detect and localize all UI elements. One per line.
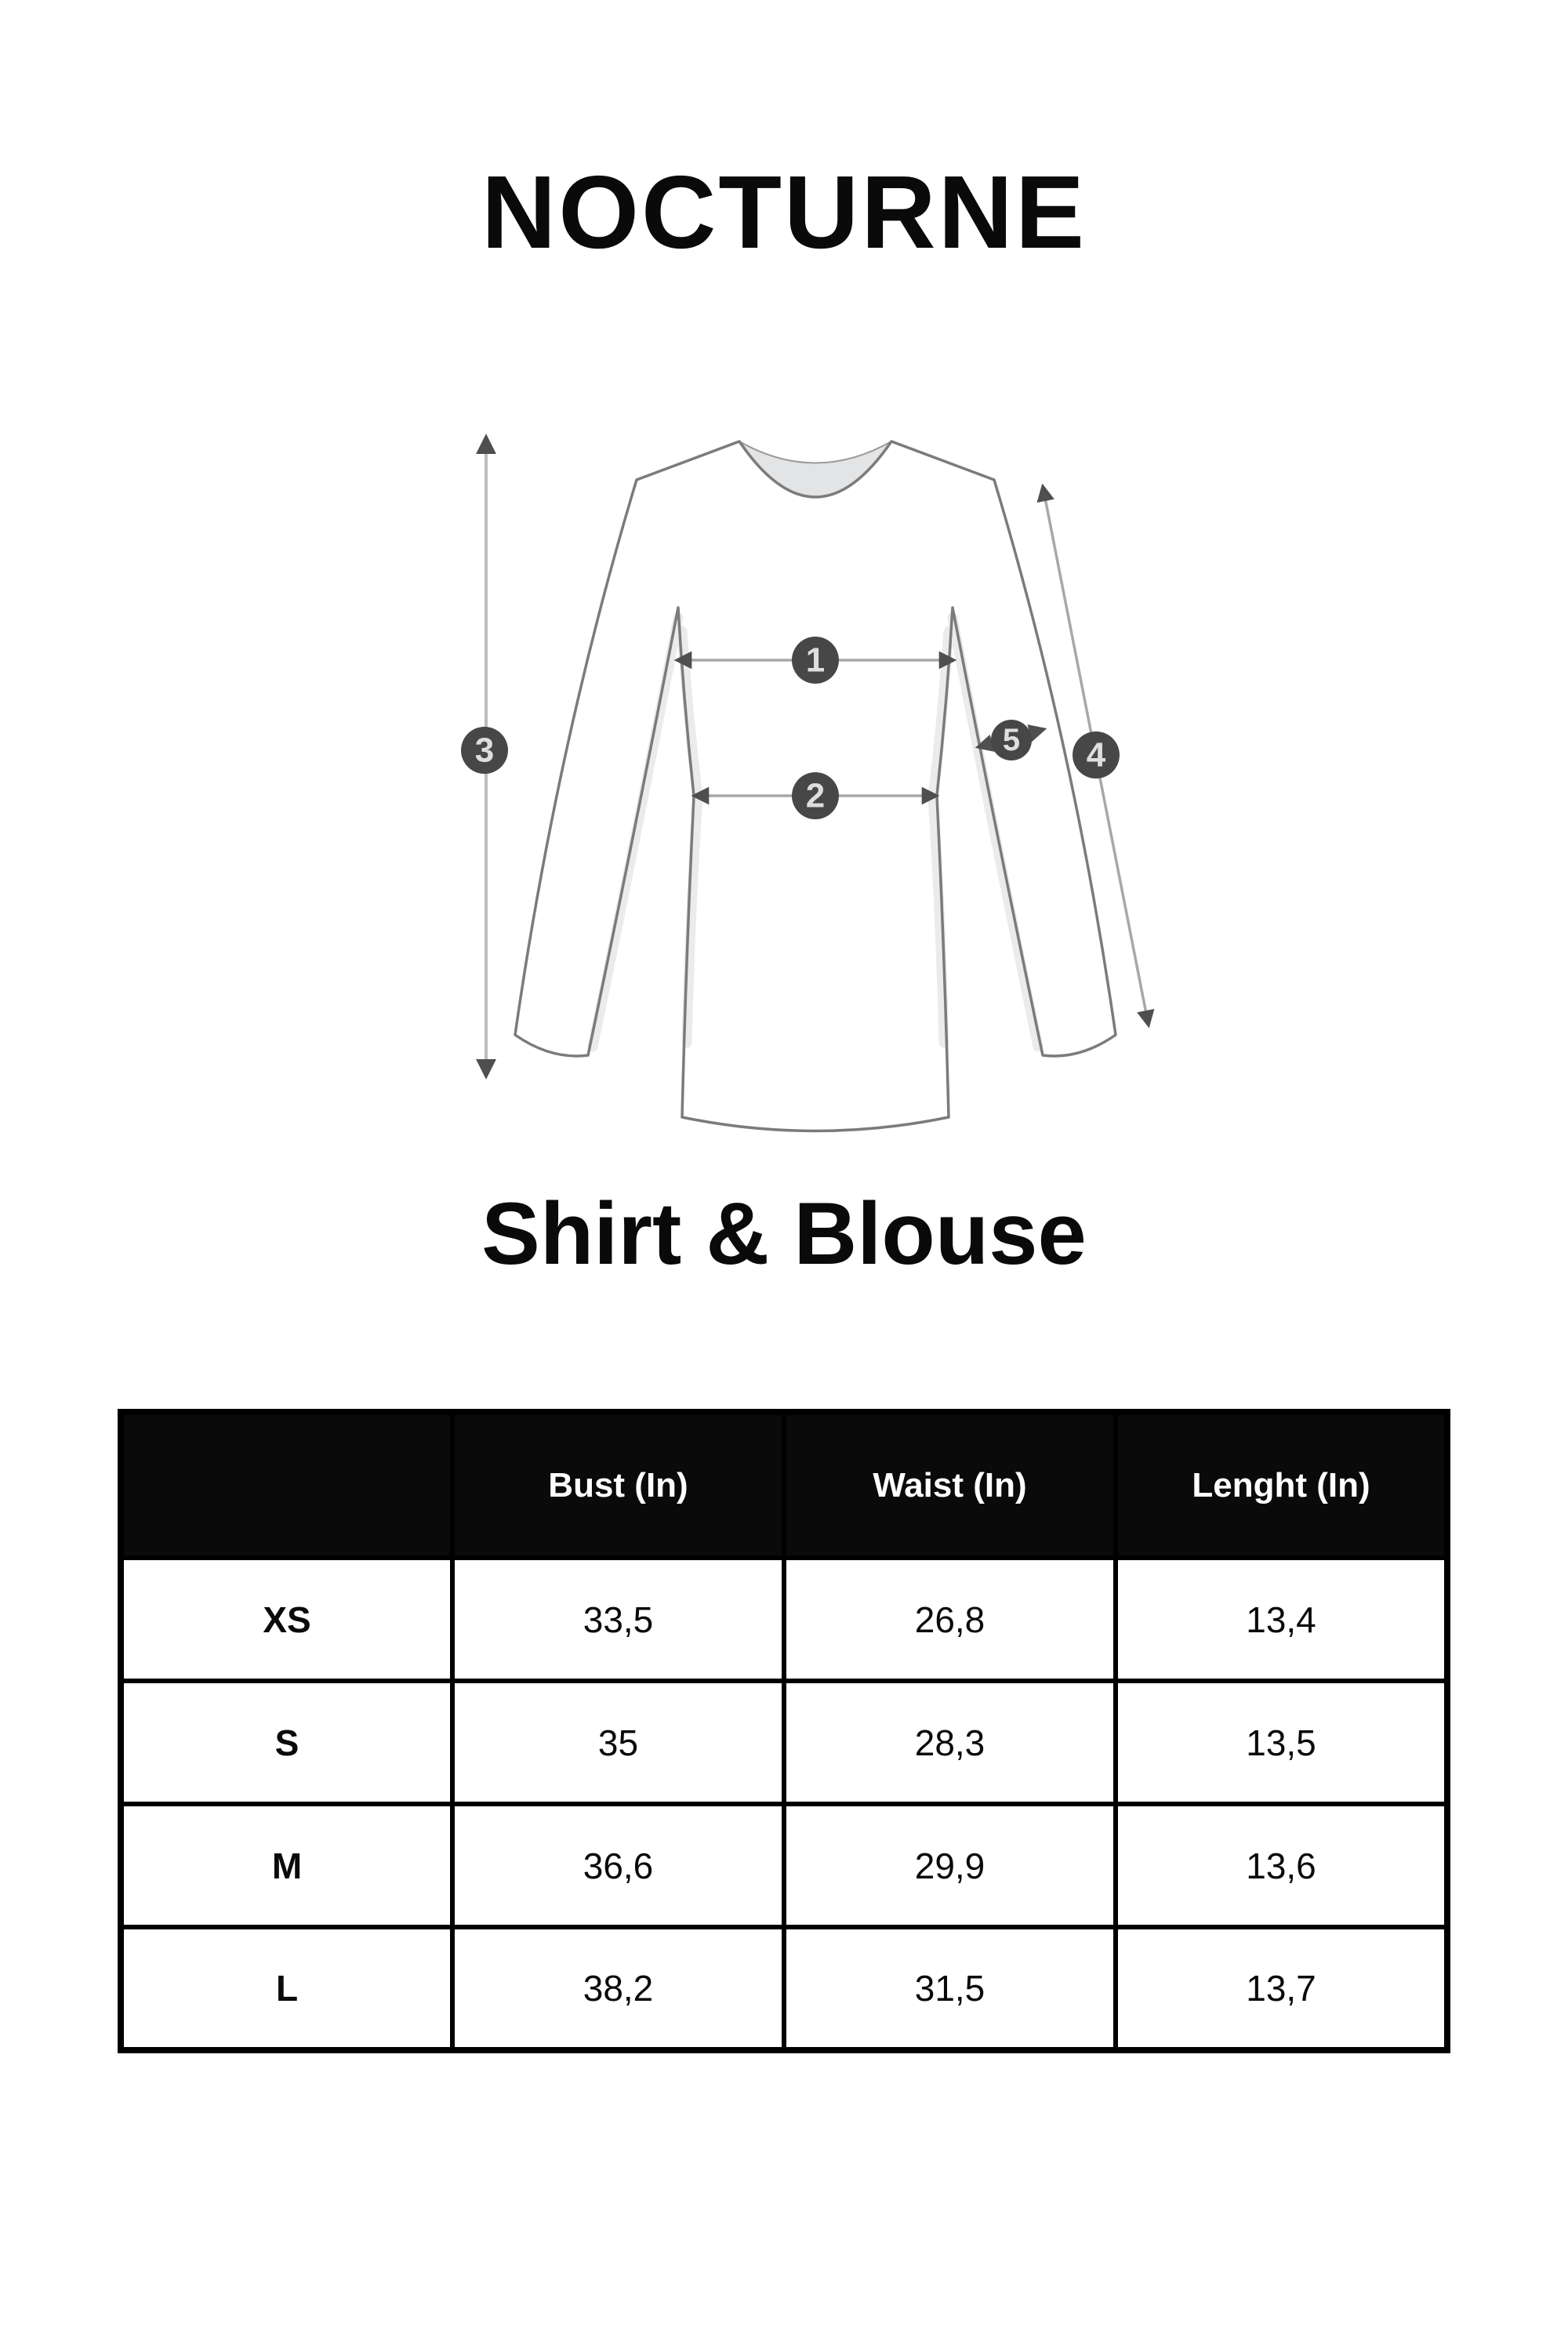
measure-markers: 1 2 3 4 5	[461, 637, 1120, 819]
marker-4-label: 4	[1087, 736, 1106, 775]
table-row-m: M 36,6 29,9 13,6	[118, 1802, 1450, 1929]
length-cell: 13,6	[1113, 1802, 1450, 1929]
marker-4-circle	[1073, 731, 1120, 779]
bust-cell: 36,6	[450, 1802, 786, 1929]
col-header-length: Lenght (In)	[1113, 1410, 1450, 1560]
col-header-size	[118, 1410, 455, 1560]
marker-2-circle	[792, 772, 839, 819]
size-cell: M	[118, 1802, 455, 1929]
marker-3-circle	[461, 727, 508, 774]
waist-cell: 31,5	[782, 1925, 1118, 2053]
length-cell: 13,4	[1113, 1555, 1450, 1683]
size-table-header-row: Bust (In) Waist (In) Lenght (In)	[118, 1410, 1450, 1560]
col-header-waist: Waist (In)	[782, 1410, 1118, 1560]
length-cell: 13,5	[1113, 1679, 1450, 1806]
table-row-s: S 35 28,3 13,5	[118, 1679, 1450, 1806]
bust-cell: 33,5	[450, 1555, 786, 1683]
section-title: Shirt & Blouse	[481, 1185, 1087, 1283]
size-cell: L	[118, 1925, 455, 2053]
marker-1-label: 1	[806, 641, 825, 680]
waist-cell: 29,9	[782, 1802, 1118, 1929]
table-row-l: L 38,2 31,5 13,7	[118, 1925, 1450, 2053]
marker-5-circle	[991, 720, 1032, 760]
size-table: Bust (In) Waist (In) Lenght (In) XS 33,5…	[118, 1409, 1450, 2053]
col-header-bust: Bust (In)	[450, 1410, 786, 1560]
marker-5-label: 5	[1003, 723, 1020, 757]
size-cell: S	[118, 1679, 455, 1806]
marker-3-label: 3	[475, 731, 494, 770]
length-cell: 13,7	[1113, 1925, 1450, 2053]
marker-1-circle	[792, 637, 839, 684]
marker-2-label: 2	[806, 777, 825, 815]
brand-title: NOCTURNE	[481, 154, 1087, 270]
shirt-measurement-diagram: 1 2 3 4 5	[461, 434, 1155, 1133]
waist-cell: 28,3	[782, 1679, 1118, 1806]
table-row-xs: XS 33,5 26,8 13,4	[118, 1555, 1450, 1683]
size-cell: XS	[118, 1555, 455, 1683]
bust-cell: 35	[450, 1679, 786, 1806]
waist-cell: 26,8	[782, 1555, 1118, 1683]
bust-cell: 38,2	[450, 1925, 786, 2053]
